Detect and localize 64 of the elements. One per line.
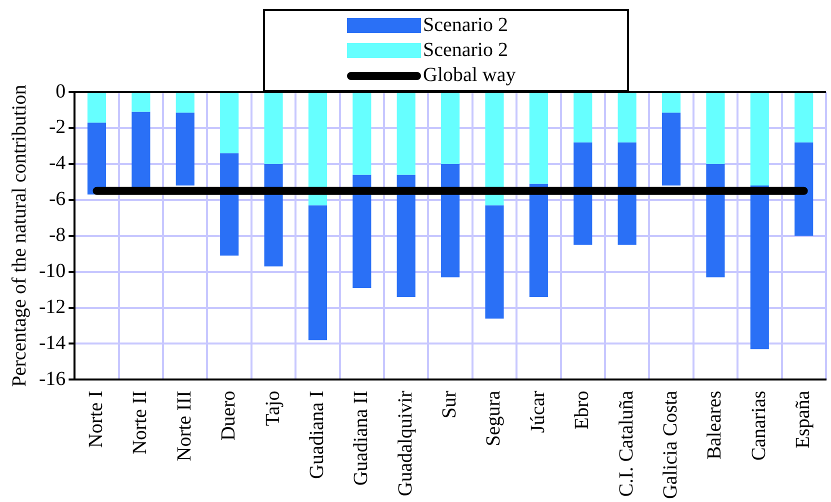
x-tick-label: Guadiana I [306,390,328,479]
bar [308,93,328,206]
bar [662,112,681,186]
x-tick-label: C.I. Cataluña [615,390,638,497]
bar [220,93,239,154]
y-tick-label: -12 [38,296,66,318]
x-tick-label: Canarias [748,390,770,461]
legend-label: Scenario 2 [423,38,508,63]
bar [352,93,372,175]
bar [264,93,283,164]
bar [352,174,372,288]
y-tick-label: -6 [48,188,66,210]
bar [176,93,194,113]
bar [87,93,106,123]
legend-label: Global way [423,63,516,88]
bar [176,112,194,186]
x-tick-label: Baleares [704,390,726,460]
bar [618,93,636,142]
x-tick-label: Ebro [571,390,594,430]
y-tick-label: -2 [48,116,66,138]
x-tick-label: Segura [482,390,505,446]
x-tick-label: Galicia Costa [660,390,682,500]
y-tick-label: -4 [48,152,66,174]
bar [87,122,106,194]
bar [396,93,416,175]
bar [706,93,725,164]
y-tick-label: -8 [48,224,66,246]
y-tick-label: -10 [38,260,66,282]
bar [574,142,592,245]
bar [132,93,150,112]
x-tick-label: Norte II [129,390,152,455]
bar [706,164,725,278]
x-tick-label: Sur [438,390,461,418]
x-tick-label: Norte III [173,390,196,462]
x-tick-label: Duero [218,390,240,441]
bar [662,93,681,113]
bar [794,142,814,236]
x-tick-label: Júcar [526,390,549,433]
bar [750,186,769,350]
bar [794,93,814,142]
bar [485,205,504,319]
y-tick-label: -14 [38,332,66,354]
x-tick-label: España [792,390,814,448]
y-axis-title: Percentage of the natural contribution [8,84,30,387]
bar [529,184,548,297]
bar [618,142,636,245]
x-tick-label: Tajo [262,390,284,426]
x-tick-label: Guadiana II [350,390,372,486]
bar [529,93,548,184]
y-tick-label: 0 [56,80,66,102]
legend-label: Scenario 2 [423,13,508,38]
x-tick-label: Guadalquivir [394,390,416,496]
bar [220,153,239,256]
bar [574,93,592,142]
bar [750,93,769,186]
bar [441,93,460,164]
y-tick-label: -16 [38,368,66,390]
bar [441,164,460,278]
bar [264,164,283,266]
x-tick-label: Norte I [85,390,108,448]
bar [396,174,416,297]
bar [308,205,328,340]
bar [132,112,150,188]
bar [485,93,504,206]
